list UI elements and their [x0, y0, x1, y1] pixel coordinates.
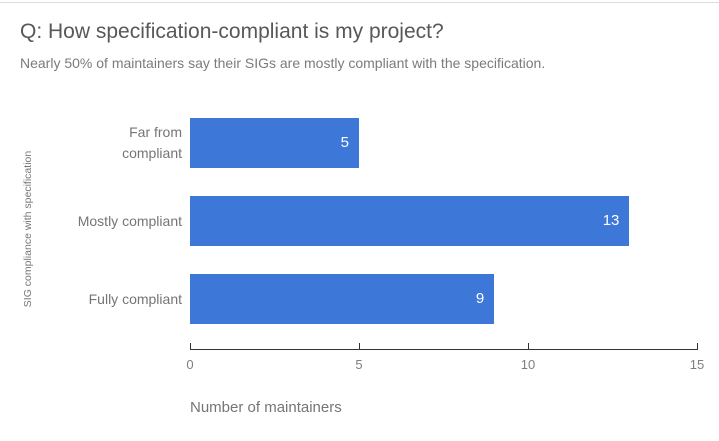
x-axis-tick — [190, 343, 191, 349]
chart-subtitle: Nearly 50% of maintainers say their SIGs… — [20, 55, 546, 71]
x-axis-tick — [528, 343, 529, 349]
chart-title: Q: How specification-compliant is my pro… — [20, 20, 444, 43]
x-axis-tick-label: 15 — [689, 357, 705, 372]
x-axis-tick-label: 0 — [186, 357, 194, 372]
bar: 13 — [190, 196, 630, 246]
category-label: Fully compliant — [88, 290, 182, 307]
x-axis-baseline — [190, 349, 698, 350]
x-axis-tick-label: 10 — [520, 357, 536, 372]
bar: 5 — [190, 118, 359, 168]
category-label: Mostly compliant — [77, 212, 182, 229]
x-axis-title: Number of maintainers — [190, 399, 342, 416]
bar-value-label: 13 — [602, 212, 620, 229]
bar: 9 — [190, 274, 495, 324]
x-axis-tick — [697, 343, 698, 349]
top-divider — [0, 2, 719, 3]
bar-value-label: 9 — [475, 290, 485, 307]
bar-value-label: 5 — [340, 134, 349, 151]
x-axis-tick — [359, 343, 360, 349]
category-label: Far from compliant — [122, 124, 182, 161]
x-axis-tick-label: 5 — [355, 357, 363, 372]
